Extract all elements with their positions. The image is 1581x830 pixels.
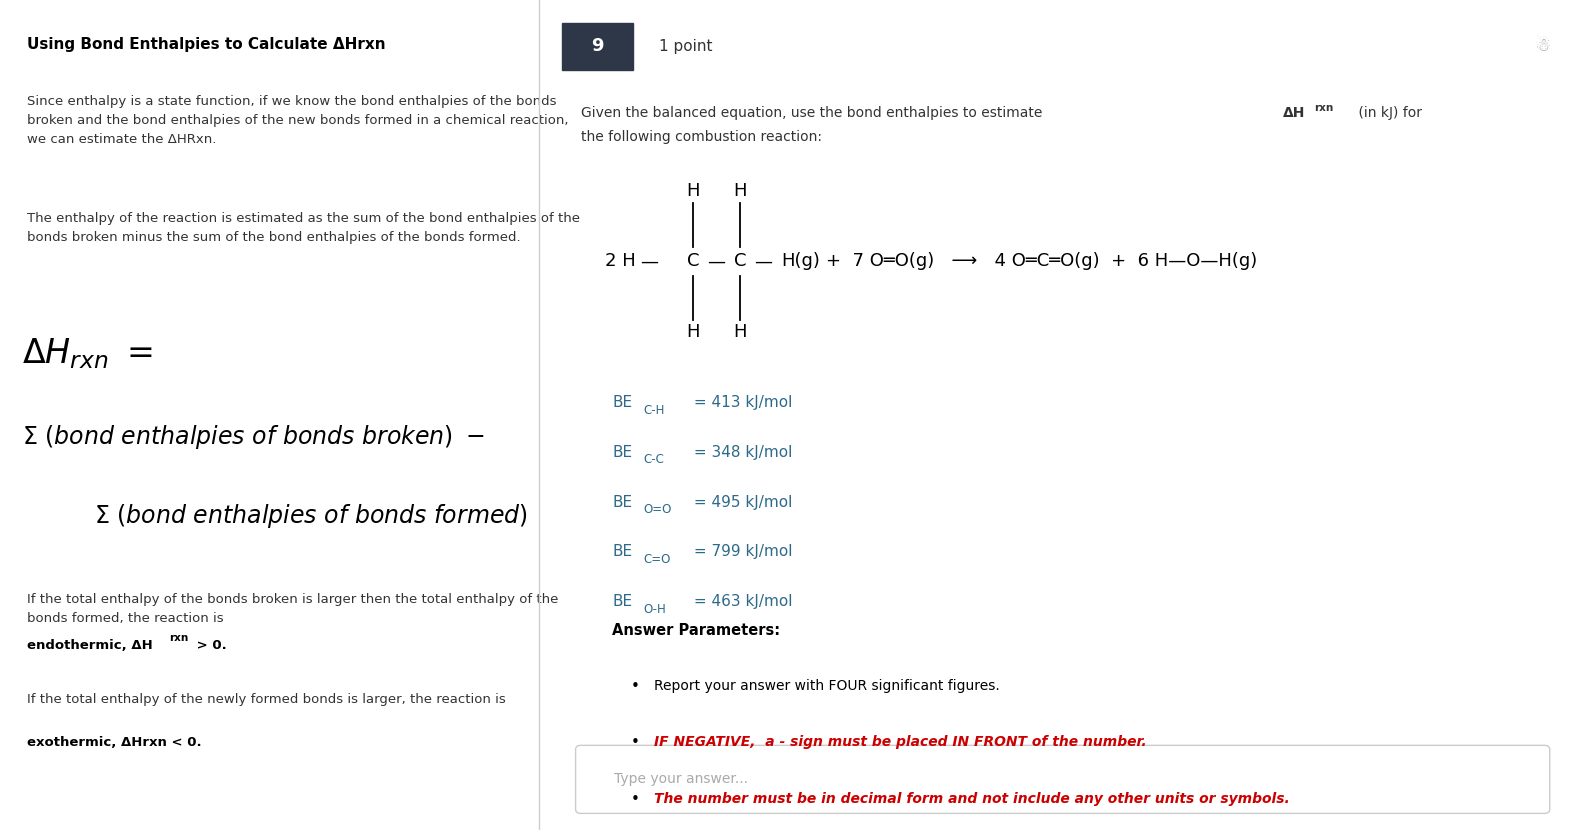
Text: H: H — [686, 323, 700, 341]
Text: Type your answer...: Type your answer... — [613, 773, 748, 786]
Text: BE: BE — [612, 594, 632, 609]
Text: Using Bond Enthalpies to Calculate ΔHrxn: Using Bond Enthalpies to Calculate ΔHrxn — [27, 37, 386, 52]
Text: C=O: C=O — [643, 553, 670, 566]
Text: C-C: C-C — [643, 453, 664, 466]
FancyBboxPatch shape — [575, 745, 1549, 813]
Text: BE: BE — [612, 445, 632, 460]
Text: $\Sigma\ (bond\ enthalpies\ of\ bonds\ formed)$: $\Sigma\ (bond\ enthalpies\ of\ bonds\ f… — [95, 502, 528, 530]
Text: —: — — [707, 252, 726, 271]
Text: •: • — [631, 679, 640, 694]
Text: Since enthalpy is a state function, if we know the bond enthalpies of the bonds
: Since enthalpy is a state function, if w… — [27, 95, 569, 146]
Text: 1 point: 1 point — [659, 39, 713, 54]
Text: exothermic, ΔHrxn < 0.: exothermic, ΔHrxn < 0. — [27, 736, 202, 749]
Text: •: • — [631, 735, 640, 750]
Text: O=O: O=O — [643, 503, 672, 516]
Text: IF NEGATIVE,  a - sign must be placed IN FRONT of the number.: IF NEGATIVE, a - sign must be placed IN … — [653, 735, 1146, 749]
Text: Report your answer with FOUR significant figures.: Report your answer with FOUR significant… — [653, 679, 999, 693]
Text: ΔH: ΔH — [1284, 106, 1306, 120]
Text: H: H — [734, 182, 746, 200]
Text: The enthalpy of the reaction is estimated as the sum of the bond enthalpies of t: The enthalpy of the reaction is estimate… — [27, 212, 580, 244]
Text: = 799 kJ/mol: = 799 kJ/mol — [689, 544, 792, 559]
Text: the following combustion reaction:: the following combustion reaction: — [580, 130, 822, 144]
Text: = 495 kJ/mol: = 495 kJ/mol — [689, 495, 792, 510]
Text: +  7 O═O(g)   ⟶   4 O═C═O(g)  +  6 H—O—H(g): + 7 O═O(g) ⟶ 4 O═C═O(g) + 6 H—O—H(g) — [825, 252, 1257, 271]
Text: rxn: rxn — [169, 633, 188, 643]
Text: O-H: O-H — [643, 603, 666, 616]
Text: Given the balanced equation, use the bond enthalpies to estimate: Given the balanced equation, use the bon… — [580, 106, 1047, 120]
FancyBboxPatch shape — [561, 23, 632, 70]
Text: rxn: rxn — [1314, 103, 1333, 113]
Text: —: — — [640, 252, 659, 271]
Text: The number must be in decimal form and not include any other units or symbols.: The number must be in decimal form and n… — [653, 792, 1290, 806]
Text: = 348 kJ/mol: = 348 kJ/mol — [689, 445, 792, 460]
Text: BE: BE — [612, 395, 632, 410]
Text: = 463 kJ/mol: = 463 kJ/mol — [689, 594, 792, 609]
Text: $\Sigma\ (bond\ enthalpies\ of\ bonds\ broken)\ -$: $\Sigma\ (bond\ enthalpies\ of\ bonds\ b… — [22, 423, 484, 452]
Text: •: • — [631, 792, 640, 807]
Text: C-H: C-H — [643, 403, 664, 417]
Text: $\Delta H_{rxn}\ =$: $\Delta H_{rxn}\ =$ — [22, 336, 152, 371]
Text: H: H — [734, 323, 746, 341]
Text: (in kJ) for: (in kJ) for — [1353, 106, 1421, 120]
Text: If the total enthalpy of the bonds broken is larger then the total enthalpy of t: If the total enthalpy of the bonds broke… — [27, 593, 558, 626]
Text: ☃: ☃ — [1535, 37, 1551, 56]
Text: If the total enthalpy of the newly formed bonds is larger, the reaction is: If the total enthalpy of the newly forme… — [27, 693, 506, 706]
Text: 2 H: 2 H — [606, 252, 636, 271]
Text: > 0.: > 0. — [191, 639, 226, 652]
Text: H(g): H(g) — [781, 252, 819, 271]
Text: H: H — [686, 182, 700, 200]
Text: 9: 9 — [591, 37, 604, 56]
Text: BE: BE — [612, 495, 632, 510]
Text: —: — — [754, 252, 772, 271]
Text: = 413 kJ/mol: = 413 kJ/mol — [689, 395, 792, 410]
Text: C: C — [734, 252, 746, 271]
Text: C: C — [688, 252, 699, 271]
Text: endothermic, ΔH: endothermic, ΔH — [27, 639, 153, 652]
Text: Answer Parameters:: Answer Parameters: — [612, 622, 779, 637]
Text: BE: BE — [612, 544, 632, 559]
